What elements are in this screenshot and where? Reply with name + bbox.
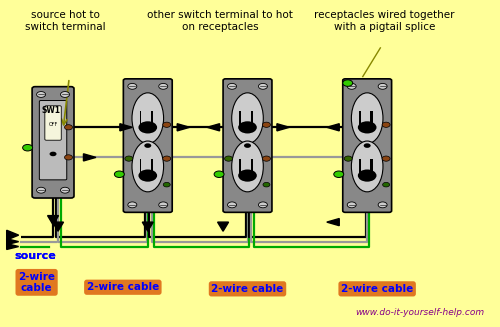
Polygon shape [52,222,64,231]
Polygon shape [120,124,132,131]
Circle shape [342,80,352,86]
Text: receptacles wired together
with a pigtail splice: receptacles wired together with a pigtai… [314,10,455,32]
Circle shape [138,169,157,182]
Circle shape [382,156,390,161]
Bar [370,159,373,174]
FancyBboxPatch shape [124,79,172,212]
Circle shape [50,152,56,156]
FancyBboxPatch shape [32,87,74,198]
Text: www.do-it-yourself-help.com: www.do-it-yourself-help.com [355,307,484,317]
Polygon shape [327,218,340,226]
Circle shape [258,83,268,89]
Polygon shape [177,124,190,131]
Polygon shape [277,124,289,131]
Text: 2-wire cable: 2-wire cable [86,282,159,292]
Circle shape [162,156,170,161]
Polygon shape [48,215,58,225]
Circle shape [358,121,376,133]
Circle shape [334,171,344,178]
Circle shape [159,83,168,89]
Bar [140,111,141,125]
Text: 2-wire cable: 2-wire cable [341,284,413,294]
Circle shape [262,122,270,127]
Circle shape [224,156,232,161]
Polygon shape [84,154,96,161]
Ellipse shape [232,93,264,144]
Ellipse shape [232,141,264,192]
Circle shape [138,121,157,133]
Circle shape [36,92,46,97]
Bar [370,111,373,125]
Circle shape [378,83,387,89]
Circle shape [244,143,251,148]
Circle shape [262,156,270,161]
Circle shape [228,202,236,208]
FancyBboxPatch shape [342,79,392,212]
Ellipse shape [132,141,164,192]
Circle shape [36,187,46,193]
Circle shape [22,145,32,151]
Text: other switch terminal to hot
on receptacles: other switch terminal to hot on receptac… [147,10,293,32]
Bar [151,111,154,125]
Bar [359,111,360,125]
Circle shape [128,83,137,89]
Circle shape [64,155,72,160]
Circle shape [128,202,137,208]
FancyBboxPatch shape [223,79,272,212]
Polygon shape [6,230,18,240]
Circle shape [382,182,390,187]
Circle shape [214,171,224,178]
Circle shape [64,125,72,130]
Ellipse shape [132,93,164,144]
Text: source: source [14,251,56,261]
FancyBboxPatch shape [45,106,62,140]
Bar [359,159,360,174]
Ellipse shape [352,93,383,144]
Circle shape [159,202,168,208]
Polygon shape [6,244,18,250]
Text: OFF: OFF [48,122,58,127]
Text: source: source [14,251,56,261]
Polygon shape [327,124,340,131]
Circle shape [125,156,133,161]
Circle shape [60,92,70,97]
Circle shape [144,143,152,148]
Circle shape [364,143,370,148]
Circle shape [344,156,352,161]
Bar [240,159,241,174]
Circle shape [228,83,236,89]
Bar [250,159,253,174]
Circle shape [347,83,356,89]
Polygon shape [207,124,220,131]
Circle shape [382,122,390,127]
Circle shape [114,171,124,178]
Bar [240,111,241,125]
Text: SW1: SW1 [41,106,60,114]
Bar [140,159,141,174]
Text: 2-wire cable: 2-wire cable [212,284,284,294]
Circle shape [347,202,356,208]
Circle shape [238,121,257,133]
Ellipse shape [352,141,383,192]
Circle shape [258,202,268,208]
Text: source hot to
switch terminal: source hot to switch terminal [25,10,106,32]
Polygon shape [6,239,18,245]
Polygon shape [142,222,154,231]
Circle shape [358,169,376,182]
Circle shape [60,187,70,193]
FancyBboxPatch shape [40,100,67,180]
Circle shape [378,202,387,208]
Circle shape [238,169,257,182]
Text: 2-wire
cable: 2-wire cable [18,271,55,293]
Circle shape [163,182,170,187]
Polygon shape [218,222,228,231]
Circle shape [263,182,270,187]
Bar [151,159,154,174]
Bar [250,111,253,125]
Circle shape [162,122,170,127]
